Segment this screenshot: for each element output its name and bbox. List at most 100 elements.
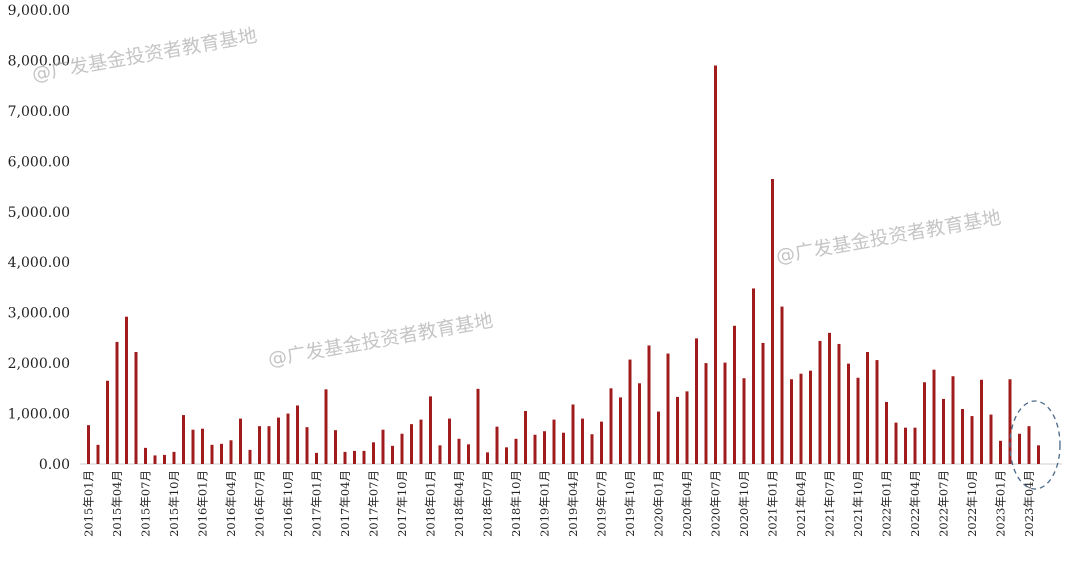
bar <box>685 391 689 464</box>
bar <box>524 411 527 464</box>
bar <box>628 359 632 464</box>
bar <box>723 362 727 464</box>
bar <box>752 288 755 464</box>
x-tick-label: 2020年01月 <box>652 470 666 537</box>
x-tick-label: 2019年04月 <box>566 470 580 537</box>
bar <box>866 352 869 464</box>
bar <box>552 419 556 464</box>
bar <box>448 418 451 464</box>
bar <box>533 434 537 464</box>
bar <box>704 363 708 464</box>
bar <box>362 450 366 464</box>
x-tick-label: 2017年01月 <box>310 470 324 537</box>
bar <box>419 419 423 464</box>
bar <box>657 411 660 464</box>
bar <box>771 178 774 465</box>
bar <box>457 438 461 464</box>
bar <box>581 418 584 464</box>
bar <box>324 389 328 464</box>
x-tick-label: 2021年04月 <box>794 470 808 537</box>
x-tick-label: 2017年10月 <box>395 470 409 537</box>
bar <box>780 306 784 464</box>
bar <box>476 388 480 464</box>
y-tick-label: 8,000.00 <box>8 53 70 69</box>
bar <box>125 316 128 464</box>
bar <box>305 427 309 464</box>
bar <box>837 343 841 464</box>
x-tick-label: 2022年10月 <box>965 470 979 537</box>
bar <box>334 430 337 464</box>
bar <box>505 447 508 464</box>
bar <box>353 450 356 464</box>
bar <box>875 360 879 464</box>
bar <box>239 418 242 464</box>
x-tick-label: 2016年07月 <box>253 470 267 537</box>
bar <box>970 416 974 464</box>
y-tick-label: 6,000.00 <box>8 154 70 170</box>
x-tick-label: 2015年07月 <box>139 470 153 537</box>
x-tick-label: 2016年01月 <box>196 470 210 537</box>
y-axis: 0.00 1,000.00 2,000.00 3,000.00 4,000.00 5,00… <box>8 3 70 473</box>
bar <box>1008 379 1012 464</box>
bar <box>87 425 90 464</box>
x-tick-label: 2019年01月 <box>538 470 552 537</box>
bar <box>153 455 157 464</box>
x-tick-label: 2021年07月 <box>823 470 837 537</box>
bar <box>391 445 394 464</box>
x-tick-label: 2019年10月 <box>623 470 637 537</box>
bar <box>315 452 318 464</box>
bar <box>951 376 955 464</box>
bar <box>410 424 413 464</box>
x-tick-label: 2019年07月 <box>595 470 609 537</box>
x-tick-label: 2021年01月 <box>766 470 780 537</box>
bar <box>201 428 204 464</box>
bar <box>267 426 271 464</box>
bar <box>191 429 195 464</box>
bar <box>809 370 812 464</box>
bar <box>828 332 831 464</box>
y-tick-label: 5,000.00 <box>8 205 70 221</box>
bar <box>894 422 898 464</box>
bar <box>942 398 945 464</box>
bar <box>799 373 803 464</box>
bar <box>96 444 100 464</box>
bar <box>638 383 641 464</box>
x-tick-label: 2016年10月 <box>281 470 295 537</box>
x-tick-label: 2018年04月 <box>452 470 466 537</box>
x-tick-label: 2017年04月 <box>338 470 352 537</box>
bar <box>666 353 670 464</box>
bar <box>761 342 765 464</box>
bar <box>400 433 404 464</box>
bar <box>999 440 1002 464</box>
y-tick-label: 7,000.00 <box>8 104 70 120</box>
bar <box>163 454 166 464</box>
bar <box>904 427 907 464</box>
y-tick-label: 9,000.00 <box>8 3 70 19</box>
x-tick-label: 2022年07月 <box>937 470 951 537</box>
bar <box>790 379 793 464</box>
bar <box>381 429 385 464</box>
bar <box>847 363 850 464</box>
bar <box>296 405 299 464</box>
bar <box>229 440 233 464</box>
bar <box>106 380 109 464</box>
bar <box>571 404 575 464</box>
bar <box>562 432 565 464</box>
bar <box>115 341 119 464</box>
x-tick-label: 2020年10月 <box>737 470 751 537</box>
y-tick-label: 1,000.00 <box>8 407 70 423</box>
bar <box>714 65 717 465</box>
bar <box>1018 433 1021 464</box>
y-tick-label: 4,000.00 <box>8 255 70 271</box>
bar <box>600 421 603 464</box>
x-tick-label: 2021年10月 <box>851 470 865 537</box>
bar <box>818 340 822 464</box>
bar <box>695 338 698 464</box>
bar <box>429 396 432 464</box>
x-tick-label: 2018年01月 <box>424 470 438 537</box>
bar <box>144 447 147 464</box>
x-axis: 2015年01月 2015年04月 2015年07月 2015年10月 2016年01月… <box>82 470 1037 537</box>
bars <box>87 65 1040 465</box>
bar <box>467 444 470 464</box>
y-tick-label: 0.00 <box>39 457 70 473</box>
